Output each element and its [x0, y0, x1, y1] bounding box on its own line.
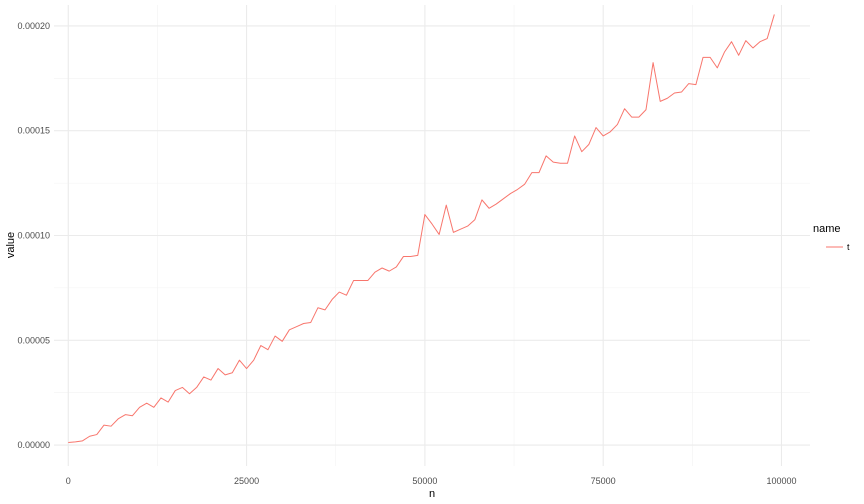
series-lines — [68, 14, 775, 444]
y-tick-label: 0.00010 — [17, 231, 50, 241]
x-tick-label: 25000 — [234, 476, 259, 486]
y-tick-label: 0.00000 — [17, 440, 50, 450]
series-line-t — [68, 14, 775, 444]
y-axis-title: value — [5, 232, 17, 258]
major-gridlines — [54, 5, 810, 466]
y-axis-tick-labels: 0.00000 0.00005 0.00010 0.00015 0.00020 — [17, 21, 50, 450]
minor-gridlines — [54, 5, 810, 466]
x-tick-label: 75000 — [591, 476, 616, 486]
y-tick-label: 0.00020 — [17, 21, 50, 31]
legend: name t — [813, 223, 850, 252]
x-tick-label: 0 — [66, 476, 71, 486]
legend-label: t — [847, 242, 850, 252]
x-axis-title: n — [429, 488, 435, 500]
y-tick-label: 0.00005 — [17, 335, 50, 345]
x-tick-label: 100000 — [766, 476, 796, 486]
y-tick-label: 0.00015 — [17, 126, 50, 136]
legend-title: name — [813, 223, 841, 235]
x-tick-label: 50000 — [412, 476, 437, 486]
x-axis-tick-labels: 0 25000 50000 75000 100000 — [66, 476, 797, 486]
